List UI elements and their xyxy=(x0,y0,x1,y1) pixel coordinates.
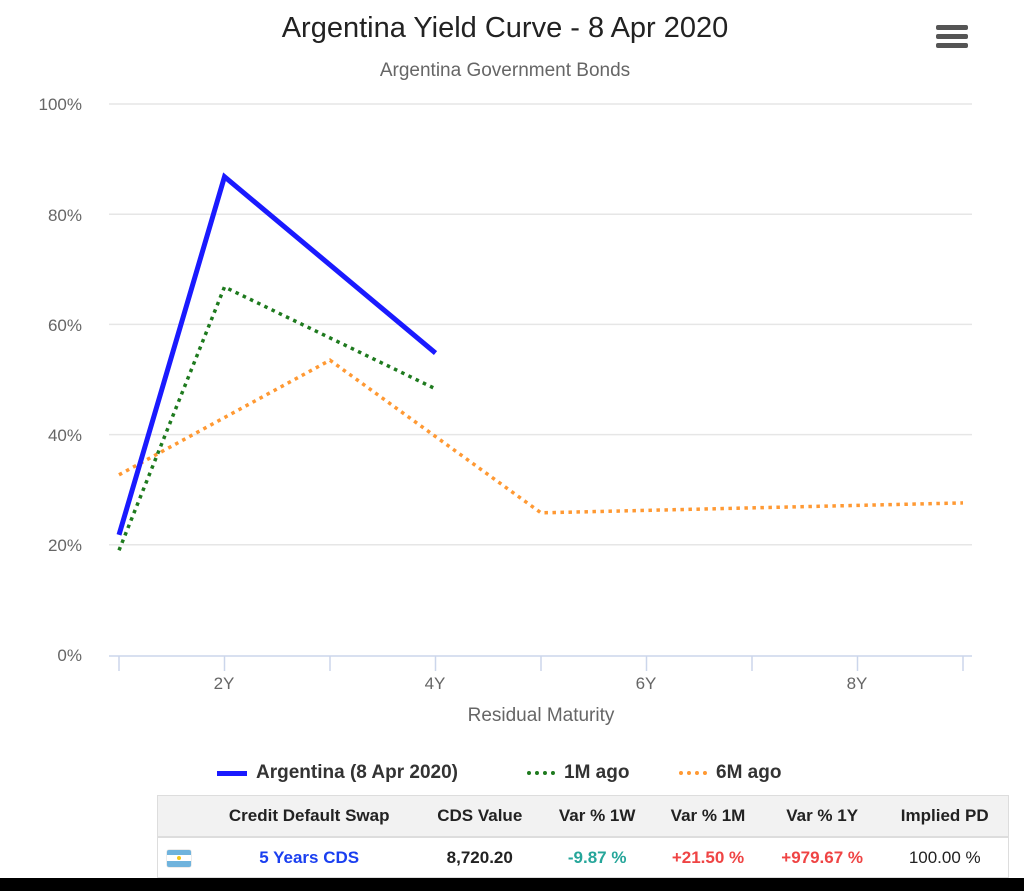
hamburger-menu-icon[interactable] xyxy=(934,24,970,50)
y-tick-label: 80% xyxy=(47,206,82,225)
y-tick-label: 0% xyxy=(57,646,82,665)
series-line xyxy=(118,358,964,515)
header-var-1w: Var % 1W xyxy=(541,795,654,838)
dotted-line-icon xyxy=(527,771,555,775)
solid-line-icon xyxy=(217,770,247,776)
var-1w-value: -9.87 % xyxy=(567,847,627,867)
cds-link[interactable]: 5 Years CDS xyxy=(259,847,360,867)
y-tick-label: 100% xyxy=(38,95,82,114)
x-axis xyxy=(109,655,972,671)
bottom-border-bar xyxy=(0,878,1024,891)
flag-cell xyxy=(158,837,201,878)
legend-item-argentina[interactable]: Argentina (8 Apr 2020) xyxy=(217,762,458,784)
dotted-line-icon xyxy=(679,771,707,775)
header-implied-pd: Implied PD xyxy=(881,795,1009,838)
legend-label: Argentina (8 Apr 2020) xyxy=(256,762,459,783)
header-cds-value: CDS Value xyxy=(418,795,542,838)
series-line xyxy=(117,284,437,551)
x-tick-label: 8Y xyxy=(846,674,868,693)
y-tick-label: 40% xyxy=(47,426,82,445)
legend-label: 6M ago xyxy=(716,762,782,783)
legend-item-6m-ago[interactable]: 6M ago xyxy=(679,762,781,784)
table-row: 5 Years CDS 8,720.20 -9.87 % +21.50 % +9… xyxy=(158,837,1009,878)
implied-pd-value: 100.00 % xyxy=(908,847,981,867)
cds-table: Credit Default Swap CDS Value Var % 1W V… xyxy=(157,795,1009,878)
header-var-1y: Var % 1Y xyxy=(762,795,882,838)
y-tick-label: 20% xyxy=(47,536,82,555)
var-1y-value: +979.67 % xyxy=(781,847,864,867)
header-var-1m: Var % 1M xyxy=(653,795,763,838)
header-flag xyxy=(157,795,200,838)
table-header-row: Credit Default Swap CDS Value Var % 1W V… xyxy=(157,795,1009,838)
var-1m-value: +21.50 % xyxy=(671,847,745,867)
chart-legend: Argentina (8 Apr 2020) 1M ago 6M ago xyxy=(0,762,1010,788)
legend-label: 1M ago xyxy=(564,762,630,783)
argentina-flag-icon xyxy=(167,849,191,867)
x-tick-label: 4Y xyxy=(424,674,446,693)
series-line xyxy=(116,172,438,536)
grid-lines xyxy=(109,103,972,546)
y-tick-label: 60% xyxy=(47,316,82,335)
x-axis-title: Residual Maturity xyxy=(467,705,615,726)
chart-subtitle: Argentina Government Bonds xyxy=(379,60,631,81)
x-tick-label: 2Y xyxy=(213,674,235,693)
series-lines xyxy=(116,172,964,551)
header-credit-default-swap: Credit Default Swap xyxy=(200,795,419,838)
legend-item-1m-ago[interactable]: 1M ago xyxy=(527,762,629,784)
yield-curve-plot xyxy=(109,103,972,671)
chart-title: Argentina Yield Curve - 8 Apr 2020 xyxy=(281,12,729,44)
cds-value: 8,720.20 xyxy=(446,847,513,867)
x-tick-label: 6Y xyxy=(635,674,657,693)
